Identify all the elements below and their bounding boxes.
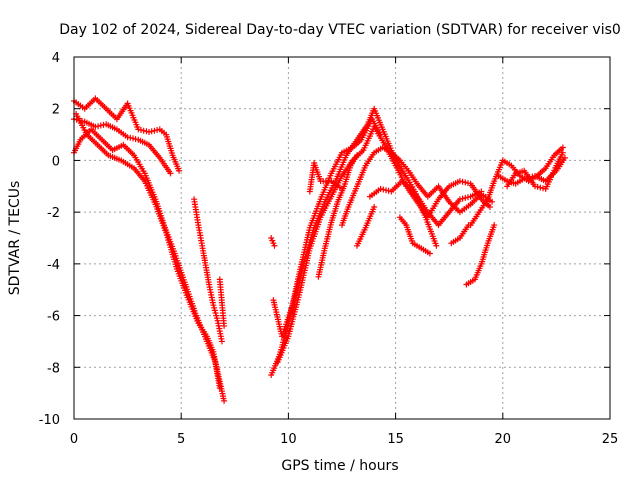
series-arc16 <box>396 214 433 257</box>
series-arc17 <box>448 222 472 247</box>
series-arc14 <box>354 203 378 249</box>
series-arc1 <box>71 95 183 174</box>
data-point <box>478 188 485 195</box>
series-arc4 <box>73 110 223 391</box>
y-tick-label: 2 <box>52 103 60 118</box>
y-tick-label: -6 <box>47 310 60 325</box>
series-arc21 <box>504 149 566 192</box>
series-arc8 <box>268 116 384 378</box>
data-point <box>221 397 228 404</box>
data-point <box>221 322 228 329</box>
data-series <box>71 95 568 404</box>
x-axis-label: GPS time / hours <box>281 458 398 474</box>
series-track <box>75 113 221 389</box>
y-tick-label: -2 <box>47 206 60 221</box>
series-arc11 <box>306 160 345 195</box>
data-point <box>433 242 440 249</box>
x-tick-label: 20 <box>495 432 512 447</box>
x-tick-label: 25 <box>602 432 619 447</box>
chart-title: Day 102 of 2024, Sidereal Day-to-day VTE… <box>59 22 621 38</box>
series-arc15 <box>366 178 485 229</box>
data-point <box>354 152 361 159</box>
series-arc5 <box>191 196 225 345</box>
data-point <box>176 167 183 174</box>
data-point <box>559 149 566 156</box>
data-point <box>491 222 498 229</box>
y-tick-label: 0 <box>52 154 60 169</box>
data-point <box>385 187 392 194</box>
data-point <box>534 183 541 190</box>
data-point <box>456 178 463 185</box>
data-point <box>540 185 546 192</box>
data-point <box>138 127 144 133</box>
series-arc19 <box>467 144 566 229</box>
data-point <box>561 154 568 161</box>
series-arc10 <box>274 123 493 366</box>
x-tick-label: 10 <box>280 432 297 447</box>
y-tick-label: -4 <box>47 258 60 273</box>
x-tick-label: 15 <box>387 432 404 447</box>
y-tick-label: -10 <box>39 413 60 428</box>
data-point <box>216 384 223 391</box>
grid-lines <box>74 57 610 419</box>
series-arc7 <box>268 235 278 249</box>
series-arc6 <box>216 276 228 329</box>
data-point <box>371 203 378 210</box>
y-tick-label: 4 <box>52 51 60 66</box>
data-point <box>167 170 174 177</box>
data-point <box>559 144 566 151</box>
data-point <box>459 195 466 202</box>
y-tick-label: -8 <box>47 361 60 376</box>
x-tick-label: 0 <box>70 432 78 447</box>
plot-frame <box>73 56 611 420</box>
data-point <box>426 250 433 257</box>
data-point <box>92 123 99 130</box>
x-tick-label: 5 <box>177 432 185 447</box>
series-arc12 <box>315 152 361 280</box>
data-point <box>486 203 493 210</box>
series-arc18 <box>463 222 498 288</box>
series-arc13 <box>339 144 496 229</box>
data-point <box>95 123 102 130</box>
data-point <box>151 127 158 134</box>
series-arc9 <box>270 105 440 340</box>
data-point <box>271 242 278 249</box>
data-point <box>489 198 496 205</box>
data-point <box>146 129 152 135</box>
y-axis-label: SDTVAR / TECUs <box>7 181 23 296</box>
series-track <box>73 128 225 402</box>
data-point <box>462 179 469 186</box>
data-point <box>380 186 387 193</box>
data-point <box>218 338 225 345</box>
